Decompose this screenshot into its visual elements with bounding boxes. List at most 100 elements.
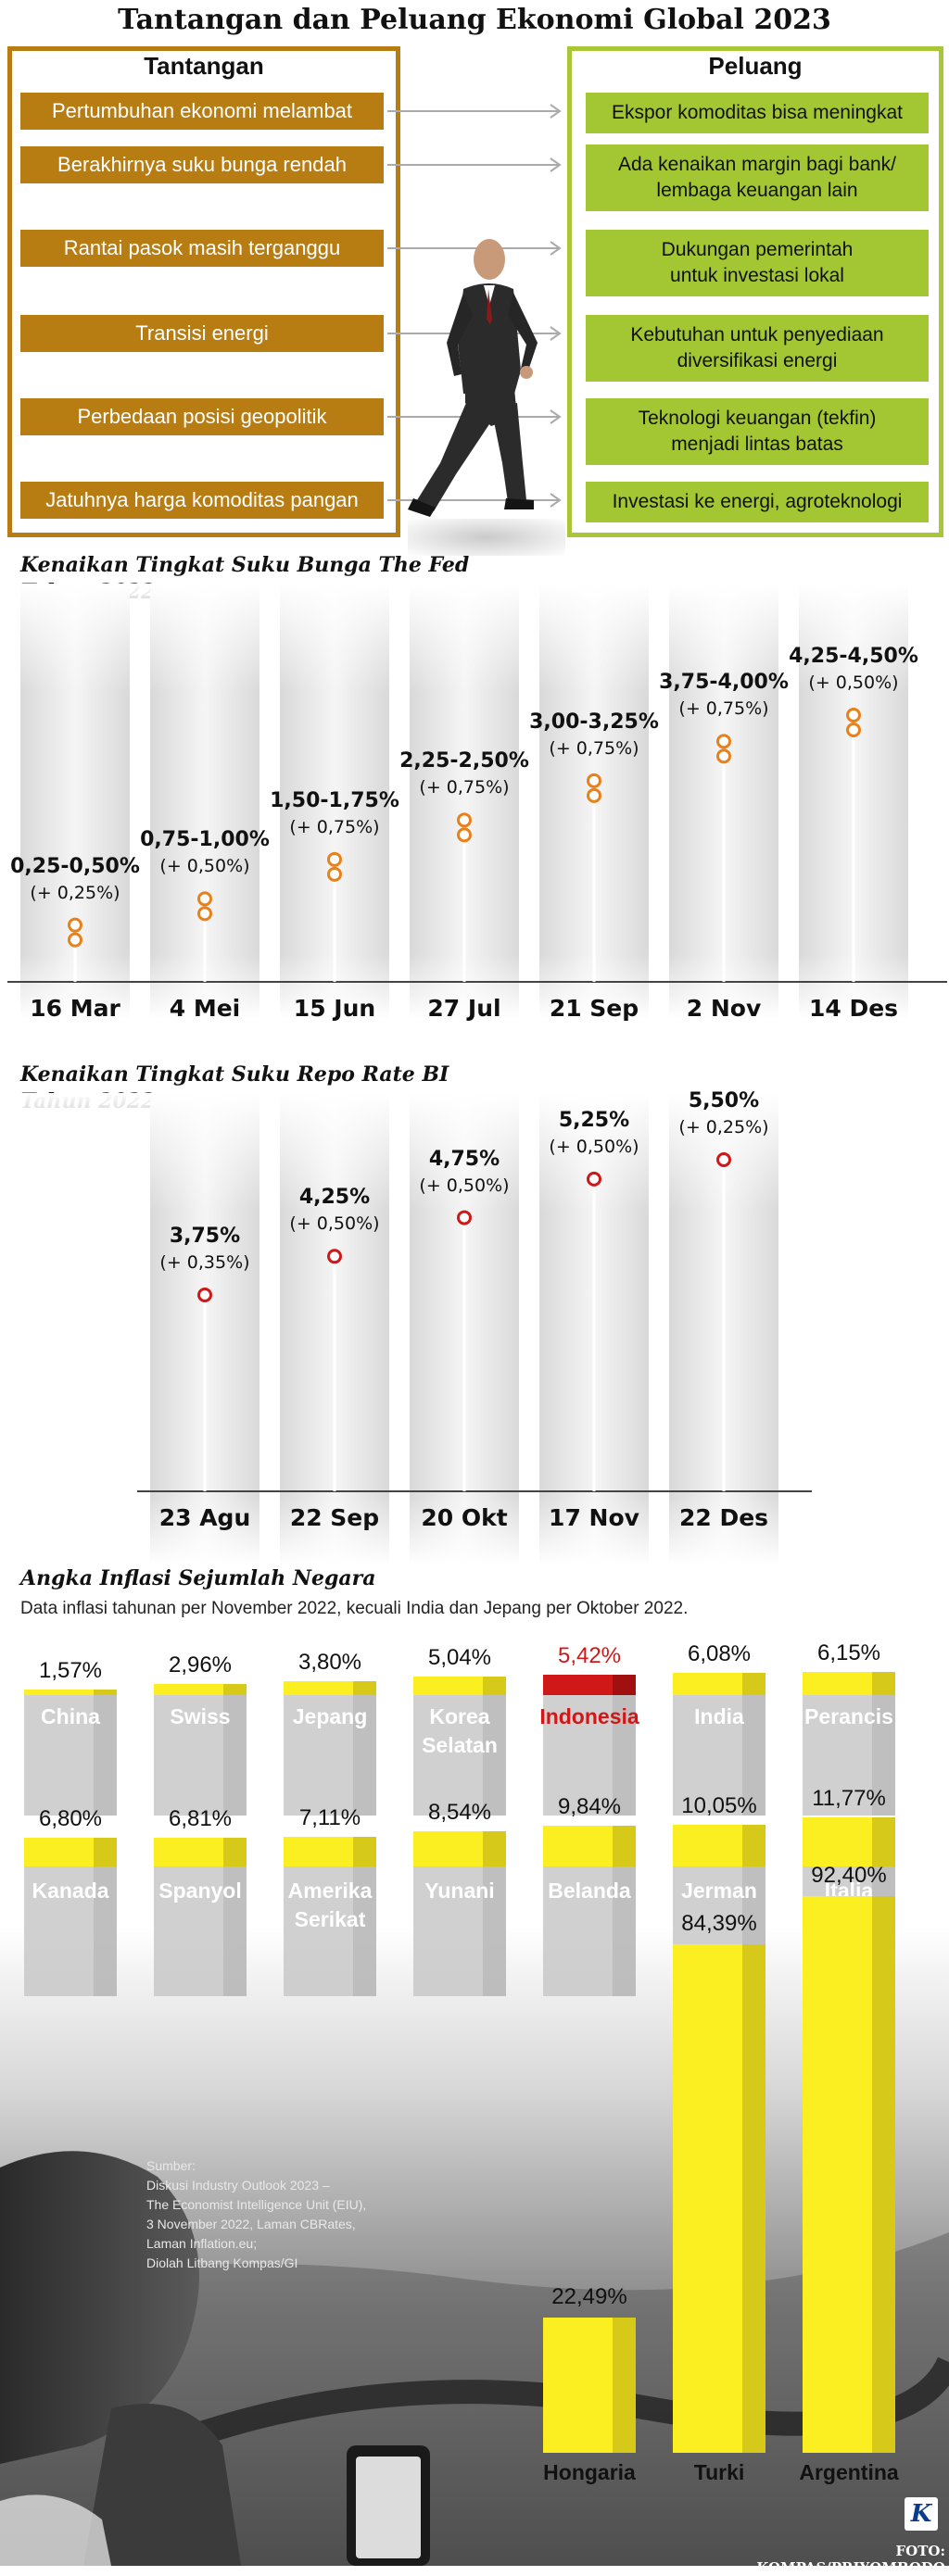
tantangan-item: Perbedaan posisi geopolitik: [20, 398, 384, 435]
rate-label: 5,50%: [688, 1089, 760, 1112]
date-tick-label: 15 Jun: [293, 995, 376, 1022]
inflation-bar-shadow: [543, 1695, 636, 1816]
fed-rate-chart: [0, 584, 949, 1019]
inflation-value-label: 9,84%: [557, 1793, 622, 1819]
rate-delta-label: (+ 0,35%): [159, 1252, 250, 1273]
inflation-country-label: Perancis: [804, 1704, 893, 1728]
peluang-panel: [567, 46, 943, 537]
rate-marker: [68, 917, 82, 933]
rate-delta-label: (+ 0,25%): [678, 1117, 769, 1137]
inflation-bar: [543, 1675, 636, 1695]
rate-label: 4,25-4,50%: [789, 645, 918, 668]
peluang-item: Ada kenaikan margin bagi bank/lembaga ke…: [586, 145, 929, 211]
inflation-bar-shadow: [284, 1866, 376, 1996]
inflation-bar: [24, 1689, 117, 1695]
rate-marker: [716, 1152, 731, 1167]
date-tick-label: 20 Okt: [421, 1504, 508, 1531]
connector-arrow-head: [550, 157, 562, 172]
peluang-item-line: Ada kenaikan margin bagi bank/: [617, 153, 897, 175]
inflation-bar: [413, 1676, 506, 1695]
rate-marker: [327, 851, 342, 867]
inflation-chart-title: Angka Inflasi Sejumlah Negara: [20, 1566, 376, 1590]
peluang-item: Investasi ke energi, agroteknologi: [586, 482, 929, 522]
inflation-value-label: 5,42%: [557, 1643, 622, 1669]
rate-label: 0,75-1,00%: [140, 828, 270, 852]
peluang-item: Teknologi keuangan (tekfin) menjadi linta…: [586, 398, 929, 465]
column-fade: [0, 1093, 949, 1565]
peluang-item-line: Teknologi keuangan (tekfin): [638, 407, 877, 429]
peluang-item: Dukungan pemerintah untuk investasi lokal: [586, 230, 929, 296]
peluang-item-line: diversifikasi energi: [677, 350, 838, 371]
source-line: Sumber:: [146, 2158, 196, 2173]
inflation-bar: [284, 1680, 376, 1695]
rate-marker: [587, 773, 601, 788]
tantangan-item: Jatuhnya harga komoditas pangan: [20, 482, 384, 519]
rate-delta-label: (+ 0,50%): [549, 1136, 639, 1157]
inflation-bar-shadow: [24, 1866, 117, 1996]
inflation-bar-shadow: [24, 1695, 117, 1816]
rate-label: 0,25-0,50%: [10, 854, 140, 878]
inflation-value-label: 5,04%: [427, 1644, 492, 1670]
inflation-bar: [803, 1896, 895, 2453]
bi-chart-title-text: Kenaikan Tingkat Suku Repo Rate BI: [20, 1062, 449, 1087]
inflation-country-label: Korea Selatan: [422, 1704, 498, 1758]
inflation-bar: [543, 1825, 636, 1866]
inflation-bar-shadow: [543, 1866, 636, 1996]
inflation-bar-shadow: [673, 1695, 766, 1816]
inflation-value-label: 6,80%: [38, 1806, 103, 1832]
rate-delta-label: (+ 0,75%): [289, 816, 380, 837]
rate-marker: [846, 723, 861, 737]
inflation-country-label: Kanada: [32, 1879, 109, 1903]
inflation-value-label: 10,05%: [681, 1792, 757, 1818]
inflation-bar: [673, 1944, 766, 2453]
rate-marker: [457, 812, 472, 828]
rate-marker: [716, 748, 731, 764]
inflation-bar-shadow: [154, 1695, 247, 1816]
rate-marker: [457, 1210, 472, 1225]
inflation-value-label: 11,77%: [812, 1786, 886, 1812]
rate-delta-label: (+ 0,50%): [289, 1213, 380, 1235]
inflation-bar: [24, 1838, 117, 1866]
rate-label: 3,75-4,00%: [659, 671, 789, 695]
rate-marker: [327, 866, 342, 882]
inflation-country-label: Indonesia: [539, 1704, 639, 1728]
inflation-country-label: Argentina: [799, 2460, 899, 2484]
kompas-logo-letter: K: [910, 2500, 932, 2528]
inflation-country-label: Amerika Serikat: [287, 1879, 373, 1932]
source-note: Sumber: Diskusi Industry Outlook 2023 – Th…: [146, 2156, 366, 2273]
inflation-bar: [673, 1824, 766, 1866]
page-title: Tantangan dan Peluang Ekonomi Global 202…: [118, 4, 831, 36]
inflation-country-label: Jerman: [681, 1879, 757, 1903]
date-tick-label: 22 Des: [678, 1504, 769, 1531]
inflation-country-label: Turki: [693, 2460, 745, 2484]
rate-delta-label: (+ 0,75%): [549, 737, 639, 759]
inflation-country-label: India: [694, 1704, 744, 1728]
connector-arrow-head: [550, 104, 562, 119]
connector-arrow-head: [550, 241, 562, 256]
tantangan-item: Berakhirnya suku bunga rendah: [20, 146, 384, 183]
fed-chart-title-text: Kenaikan Tingkat Suku Bunga The Fed: [20, 553, 470, 577]
inflation-bar-shadow: [413, 1866, 506, 1996]
rate-marker: [197, 891, 212, 907]
peluang-item-line: Investasi ke energi, agroteknologi: [612, 490, 903, 512]
rate-marker: [587, 787, 601, 803]
peluang-item-line: untuk investasi lokal: [670, 265, 844, 286]
tantangan-item: Transisi energi: [20, 315, 384, 352]
date-tick-label: 23 Agu: [158, 1504, 251, 1531]
kompas-logo: K: [905, 2497, 938, 2531]
rate-label: 5,25%: [558, 1108, 630, 1132]
inflation-country-label: Hongaria: [543, 2460, 636, 2484]
walking-businessman-icon: [408, 239, 538, 517]
tantangan-heading: Tantangan: [144, 52, 264, 80]
peluang-item: Ekspor komoditas bisa meningkat: [586, 93, 929, 133]
inflation-bar: [154, 1684, 247, 1695]
inflation-value-label: 6,08%: [687, 1640, 752, 1666]
rate-label: 1,50-1,75%: [270, 788, 399, 812]
rate-delta-label: (+ 0,25%): [30, 882, 120, 903]
source-line: The Economist Intelligence Unit (EIU),: [146, 2197, 367, 2212]
date-tick-label: 17 Nov: [549, 1504, 639, 1531]
tantangan-panel: [7, 46, 400, 537]
source-line: Diolah Litbang Kompas/GI: [146, 2256, 298, 2270]
inflation-country-label: Belanda: [548, 1879, 631, 1903]
inflation-value-label: 8,54%: [427, 1799, 492, 1825]
